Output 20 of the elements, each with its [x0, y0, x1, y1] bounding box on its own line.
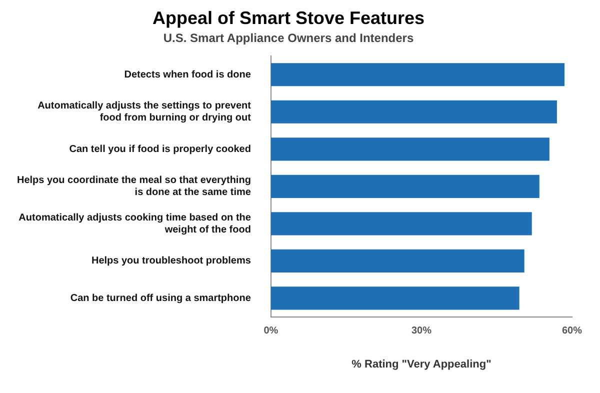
- bar: [270, 212, 532, 236]
- bar: [270, 174, 540, 198]
- y-tick-label: Automatically adjusts cooking time based on the weight of the food: [18, 212, 252, 236]
- bar: [270, 63, 564, 86]
- chart-subtitle: U.S. Smart Appliance Owners and Intenders: [163, 31, 414, 46]
- x-tick-label: 60%: [562, 326, 582, 337]
- y-tick-label: Can be turned off using a smartphone: [70, 292, 252, 304]
- bar: [270, 100, 557, 124]
- bar: [270, 138, 550, 161]
- y-tick-label: Automatically adjusts the settings to prevent food from burning or drying out: [38, 100, 252, 124]
- y-tick-label: Helps you troubleshoot problems: [91, 256, 252, 267]
- x-tick-label: 0%: [264, 326, 278, 337]
- y-tick-label: Helps you coordinate the meal so that everything is done at the same time: [16, 175, 252, 198]
- bar: [270, 249, 524, 272]
- bar: [270, 286, 520, 310]
- x-axis-title: % Rating "Very Appealing": [352, 358, 492, 370]
- y-tick-label: Detects when food is done: [124, 69, 252, 80]
- y-tick-label: Can tell you if food is properly cooked: [69, 144, 251, 155]
- chart-title: Appeal of Smart Stove Features: [152, 8, 425, 28]
- x-tick-label: 30%: [411, 326, 432, 337]
